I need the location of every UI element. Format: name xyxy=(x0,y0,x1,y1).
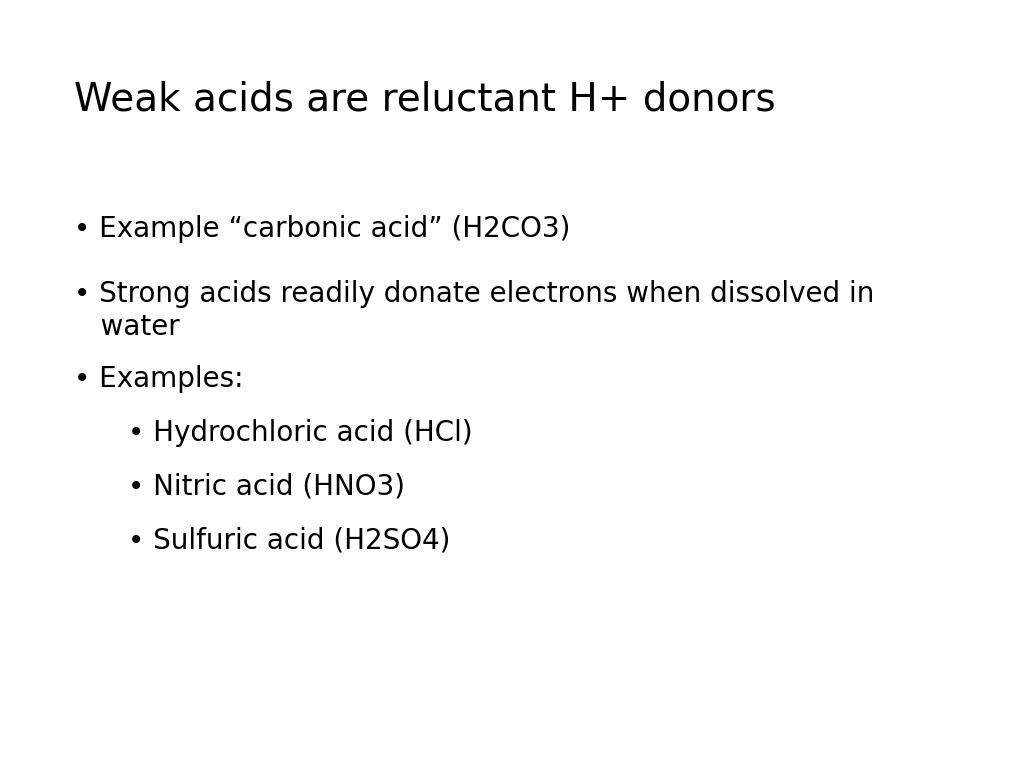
Text: • Hydrochloric acid (HCl): • Hydrochloric acid (HCl) xyxy=(128,419,473,446)
Text: • Example “carbonic acid” (H2CO3): • Example “carbonic acid” (H2CO3) xyxy=(74,215,570,243)
Text: • Examples:: • Examples: xyxy=(74,365,244,392)
Text: Weak acids are reluctant H+ donors: Weak acids are reluctant H+ donors xyxy=(74,81,775,118)
Text: • Strong acids readily donate electrons when dissolved in
   water: • Strong acids readily donate electrons … xyxy=(74,280,874,341)
Text: • Nitric acid (HNO3): • Nitric acid (HNO3) xyxy=(128,472,406,500)
Text: • Sulfuric acid (H2SO4): • Sulfuric acid (H2SO4) xyxy=(128,526,451,554)
